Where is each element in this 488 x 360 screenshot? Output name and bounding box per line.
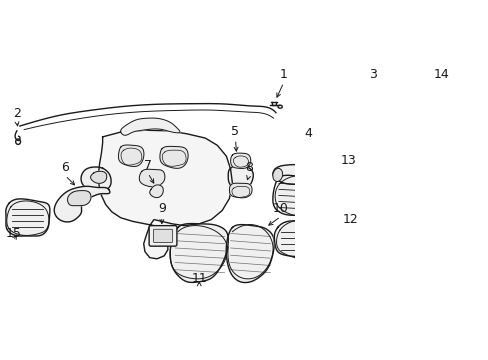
Polygon shape [274, 221, 339, 258]
Polygon shape [272, 165, 312, 184]
Text: 13: 13 [341, 154, 356, 167]
Polygon shape [390, 103, 439, 137]
Text: 6: 6 [61, 161, 69, 174]
Polygon shape [121, 118, 180, 135]
Text: 5: 5 [231, 125, 239, 138]
Polygon shape [54, 186, 110, 222]
Text: 11: 11 [191, 272, 207, 285]
Text: 1: 1 [279, 68, 287, 81]
Text: 3: 3 [368, 68, 376, 81]
Text: 9: 9 [158, 202, 165, 215]
Polygon shape [6, 199, 50, 236]
Text: 10: 10 [272, 202, 288, 215]
Polygon shape [228, 165, 253, 189]
Polygon shape [160, 147, 188, 168]
Polygon shape [90, 171, 106, 183]
Polygon shape [229, 183, 251, 198]
Polygon shape [149, 185, 163, 198]
Text: 7: 7 [143, 159, 152, 172]
Ellipse shape [305, 168, 313, 179]
Ellipse shape [272, 168, 282, 181]
FancyBboxPatch shape [153, 229, 172, 243]
Polygon shape [226, 225, 274, 283]
Polygon shape [67, 190, 91, 206]
Polygon shape [230, 153, 250, 168]
Polygon shape [118, 145, 143, 166]
Text: 12: 12 [342, 213, 357, 226]
Polygon shape [272, 175, 331, 216]
Text: 8: 8 [244, 161, 252, 174]
Text: 15: 15 [5, 226, 21, 239]
Text: 4: 4 [304, 127, 311, 140]
Polygon shape [170, 224, 228, 283]
Text: 2: 2 [13, 107, 21, 120]
Polygon shape [81, 167, 111, 192]
FancyBboxPatch shape [149, 226, 177, 246]
Polygon shape [98, 130, 232, 259]
Polygon shape [139, 169, 164, 187]
Text: 14: 14 [433, 68, 449, 81]
